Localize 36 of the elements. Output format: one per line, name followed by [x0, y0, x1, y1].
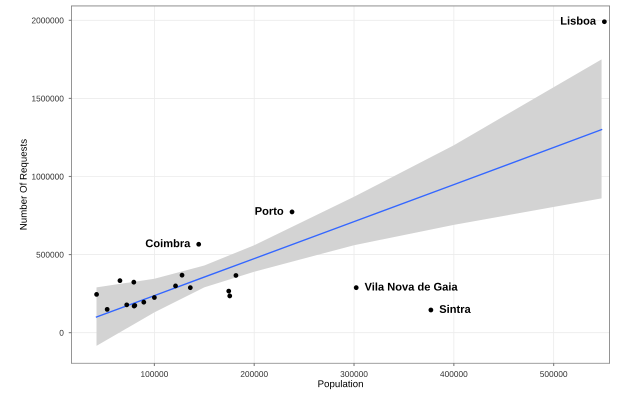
annotation: Lisboa — [560, 16, 596, 25]
x-tick-label: 500000 — [540, 371, 568, 378]
y-tick-label: 1500000 — [32, 96, 64, 102]
point — [131, 280, 136, 285]
point — [234, 273, 238, 278]
point — [196, 242, 202, 247]
line-series — [96, 128, 602, 318]
point — [180, 272, 184, 278]
x-axis-title: Population — [318, 380, 363, 390]
point — [94, 292, 99, 297]
y-tick-label: 1000000 — [32, 174, 64, 180]
x-tick-label: 200000 — [240, 371, 268, 378]
point — [118, 278, 122, 284]
y-tick-label: 0 — [60, 330, 64, 336]
point — [124, 302, 130, 308]
x-tick-label: 300000 — [340, 371, 368, 378]
y-axis-title: Number Of Requests — [20, 139, 29, 230]
annotation: Sintra — [440, 304, 471, 313]
point — [290, 210, 294, 214]
point — [428, 308, 434, 312]
point — [173, 284, 178, 288]
x-tick-label: 400000 — [440, 371, 468, 378]
y-tick-label: 500000 — [36, 252, 64, 258]
point — [104, 306, 110, 312]
y-tick-label: 2000000 — [32, 18, 64, 24]
annotation: Coimbra — [146, 239, 190, 248]
point — [226, 288, 232, 294]
point — [152, 295, 157, 300]
point — [227, 294, 232, 298]
x-tick-label: 100000 — [141, 371, 168, 378]
annotation: Porto — [255, 207, 284, 215]
point — [188, 285, 193, 290]
point — [141, 300, 146, 305]
point — [602, 19, 607, 24]
annotation: Vila Nova de Gaia — [364, 282, 458, 291]
point — [354, 285, 359, 290]
